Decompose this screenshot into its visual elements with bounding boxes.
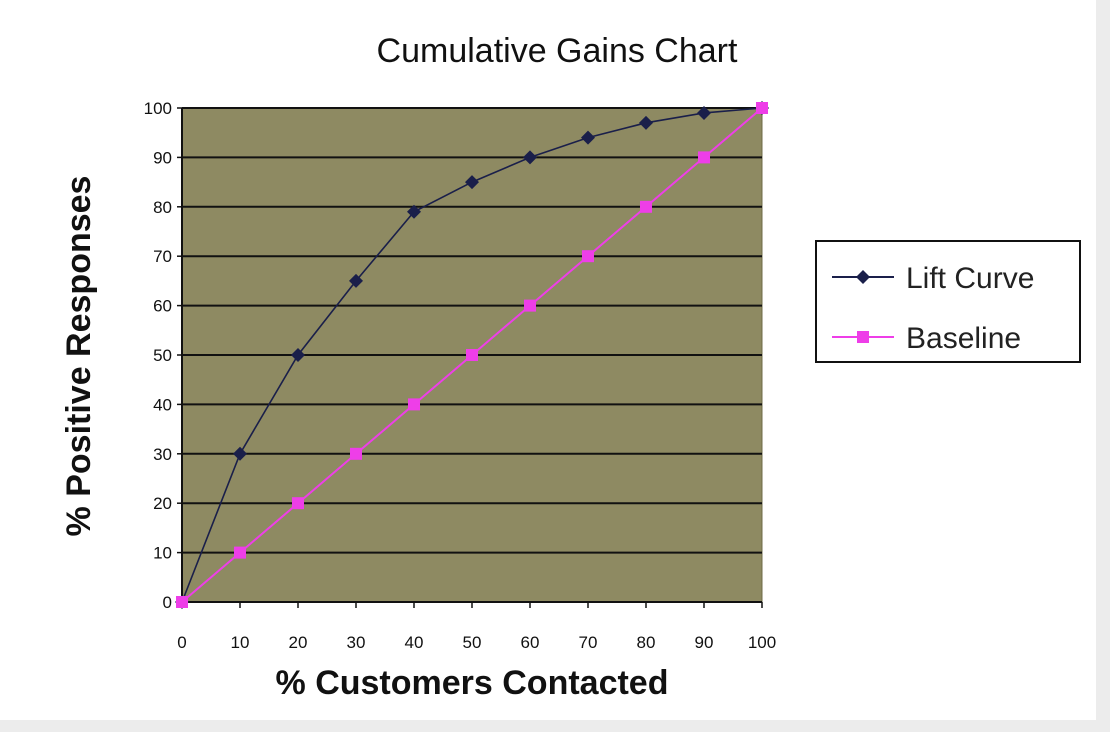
- point-lift-curve-30: [349, 273, 363, 288]
- point-lift-curve-80: [639, 115, 653, 130]
- point-baseline-40: [408, 398, 420, 411]
- point-baseline-50: [466, 349, 478, 361]
- x-tick-label-70: 70: [579, 633, 598, 652]
- y-tick-label-90: 90: [153, 148, 172, 167]
- point-lift-curve-10: [233, 446, 247, 461]
- point-baseline-10: [234, 546, 246, 559]
- point-lift-curve-40: [407, 204, 421, 219]
- x-tick-label-40: 40: [405, 633, 424, 652]
- point-lift-curve-70: [581, 130, 595, 145]
- x-tick-label-20: 20: [289, 633, 308, 652]
- legend: Lift Curve Baseline: [815, 240, 1081, 363]
- legend-label-lift-curve: Lift Curve: [906, 262, 1034, 295]
- x-tick-label-60: 60: [521, 633, 540, 652]
- point-baseline-20: [292, 497, 304, 510]
- point-baseline-100: [756, 102, 768, 114]
- y-tick-label-10: 10: [153, 544, 172, 563]
- point-lift-curve-60: [523, 150, 537, 165]
- x-tick-label-10: 10: [231, 633, 250, 652]
- point-baseline-70: [582, 250, 594, 263]
- y-axis-ticks: 0 10 20 30 40 50 60 70 80 90 100: [144, 99, 182, 612]
- y-tick-label-50: 50: [153, 346, 172, 365]
- series-layer: [175, 101, 769, 609]
- legend-item-baseline: Baseline: [832, 322, 1021, 355]
- point-baseline-80: [640, 200, 652, 213]
- y-tick-label-70: 70: [153, 247, 172, 266]
- x-tick-label-50: 50: [463, 633, 482, 652]
- y-tick-label-40: 40: [153, 395, 172, 414]
- legend-item-lift-curve: Lift Curve: [832, 262, 1034, 295]
- series-baseline: [176, 102, 768, 608]
- point-baseline-60: [524, 299, 536, 312]
- x-axis-ticks: 0 10 20 30 40 50 60 70 80 90 100: [177, 602, 776, 652]
- gridlines: [182, 107, 762, 554]
- y-tick-label-20: 20: [153, 494, 172, 513]
- x-tick-label-100: 100: [748, 633, 776, 652]
- point-baseline-30: [350, 447, 362, 460]
- y-tick-label-80: 80: [153, 198, 172, 217]
- cumulative-gains-chart: Cumulative Gains Chart 0 10 20 30 40 50 60 70 80…: [60, 32, 1081, 702]
- y-tick-label-30: 30: [153, 445, 172, 464]
- point-lift-curve-20: [291, 348, 305, 362]
- point-lift-curve-90: [697, 105, 711, 120]
- y-axis-title: % Positive Responses: [60, 176, 98, 537]
- legend-label-baseline: Baseline: [906, 322, 1021, 355]
- x-axis-title: % Customers Contacted: [276, 664, 669, 702]
- point-lift-curve-50: [465, 175, 479, 190]
- x-tick-label-80: 80: [637, 633, 656, 652]
- legend-swatch-marker-baseline: [857, 331, 869, 343]
- legend-swatch-marker-lift-curve: [856, 270, 870, 284]
- y-tick-label-100: 100: [144, 99, 172, 118]
- x-tick-label-90: 90: [695, 633, 714, 652]
- point-baseline-90: [698, 151, 710, 164]
- x-tick-label-30: 30: [347, 633, 366, 652]
- y-tick-label-0: 0: [163, 593, 172, 612]
- point-baseline-0: [176, 596, 188, 608]
- y-tick-label-60: 60: [153, 297, 172, 316]
- x-tick-label-0: 0: [177, 633, 186, 652]
- chart-title: Cumulative Gains Chart: [377, 32, 738, 70]
